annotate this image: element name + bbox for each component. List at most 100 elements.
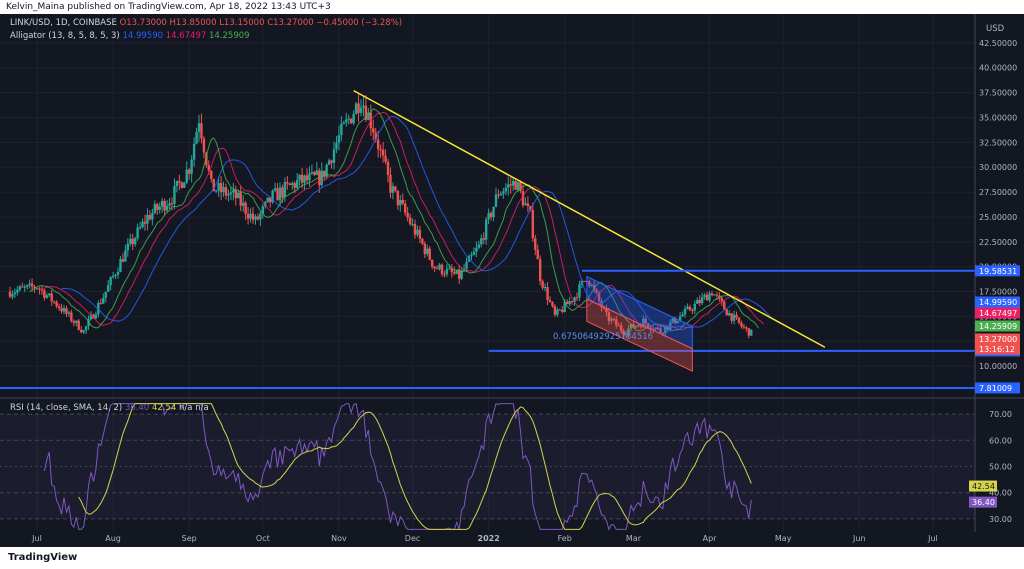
candle-body: [168, 203, 171, 206]
candle-body: [239, 192, 242, 206]
candles: [8, 94, 753, 339]
candle-body: [114, 274, 117, 276]
candle-body: [386, 161, 390, 175]
jaw-price-tag: [975, 296, 1020, 308]
level-tag: [975, 382, 1020, 394]
candle-body: [546, 287, 549, 301]
candle-body: [646, 323, 650, 328]
teeth-price-tag-label: 14.67497: [979, 309, 1017, 318]
candle-body: [688, 306, 692, 311]
candle-body: [556, 309, 559, 315]
candle-body: [683, 308, 687, 315]
y-tick-label: 32.50000: [979, 138, 1017, 147]
candle-body: [713, 294, 716, 296]
candle-body: [359, 107, 363, 113]
candle-body: [170, 203, 174, 205]
candle-body: [627, 328, 630, 335]
candle-body: [492, 206, 495, 218]
candle-body: [23, 286, 26, 288]
candle-body: [536, 249, 539, 260]
axes: 42.50000 40.00000 37.50000 35.00000 32.50000…: [0, 14, 1024, 543]
alligator-lines: [29, 108, 772, 332]
candle-body: [237, 192, 240, 199]
candle-body: [521, 191, 525, 206]
candle-body: [104, 291, 107, 298]
candle-body: [374, 132, 377, 140]
candle-body: [543, 287, 547, 289]
candle-body: [249, 213, 252, 219]
candle-body: [92, 314, 95, 319]
candle-body: [163, 200, 166, 211]
candle-body: [511, 181, 515, 186]
candle-body: [617, 325, 620, 327]
candle-body: [480, 238, 483, 245]
candle-body: [99, 302, 103, 304]
rsi-tag-label: 36.40: [972, 498, 995, 507]
candle-body: [89, 314, 93, 320]
candle-body: [345, 119, 348, 123]
candle-body: [475, 247, 478, 252]
teeth-price-tag: [975, 307, 1020, 319]
candle-body: [187, 169, 191, 174]
candle-body: [87, 319, 90, 327]
candle-body: [659, 328, 662, 333]
candle-body: [121, 259, 125, 262]
candle-body: [516, 182, 520, 190]
candle-body: [256, 216, 260, 220]
candle-body: [664, 326, 667, 334]
candle-body: [276, 188, 279, 201]
candle-body: [192, 143, 196, 160]
candle-body: [494, 194, 498, 207]
candle-body: [148, 214, 152, 220]
candle-body: [497, 194, 500, 196]
candle-body: [217, 183, 220, 191]
candle-body: [509, 184, 512, 186]
close-value: C13.27000: [267, 18, 314, 28]
change-value: −0.45000 (−3.28%): [316, 18, 403, 28]
candle-body: [337, 135, 341, 143]
candle-body: [325, 164, 328, 177]
y-tick-label: 35.00000: [979, 113, 1017, 122]
candle-body: [246, 213, 250, 219]
price-tags: 19.5853111.530687.8100914.9959014.674971…: [969, 265, 1020, 508]
candle-body: [214, 190, 218, 192]
x-tick-label: Feb: [558, 534, 572, 543]
candle-body: [666, 326, 670, 330]
candle-body: [610, 318, 613, 321]
candle-body: [502, 191, 505, 194]
candle-body: [747, 328, 751, 336]
candle-body: [227, 194, 230, 196]
channel-lower: [586, 298, 693, 372]
candle-body: [367, 112, 370, 120]
rsi-sma-value: 42.54: [152, 403, 177, 413]
rsi-sma-line: [78, 403, 752, 530]
candle-body: [568, 301, 571, 305]
candle-body: [590, 284, 593, 286]
candle-body: [507, 184, 510, 188]
candle-body: [391, 186, 395, 193]
candle-body: [526, 203, 530, 207]
ohlc-legend: LINK/USD, 1D, COINBASE O13.73000 H13.850…: [10, 18, 402, 28]
countdown-price-tag-label: 13:16:12: [979, 345, 1015, 354]
candle-body: [735, 314, 738, 318]
candle-body: [443, 274, 446, 276]
candle-body: [418, 229, 422, 239]
y-tick-label: 40.00000: [979, 64, 1017, 73]
candle-body: [293, 183, 296, 188]
candle-body: [698, 299, 701, 304]
candle-body: [538, 259, 542, 282]
candle-body: [354, 103, 358, 114]
candle-body: [261, 206, 265, 214]
candle-body: [470, 255, 473, 257]
candle-body: [183, 182, 186, 188]
candle-body: [308, 173, 311, 181]
x-tick-label: Oct: [256, 534, 270, 543]
candle-body: [48, 293, 51, 296]
x-tick-label: Mar: [626, 534, 642, 543]
price-chart[interactable]: 42.50000 40.00000 37.50000 35.00000 32.50000…: [0, 14, 1024, 547]
candle-body: [592, 284, 596, 290]
candle-body: [55, 301, 58, 307]
candle-body: [160, 200, 164, 207]
candle-body: [362, 105, 365, 108]
candle-body: [710, 293, 714, 296]
